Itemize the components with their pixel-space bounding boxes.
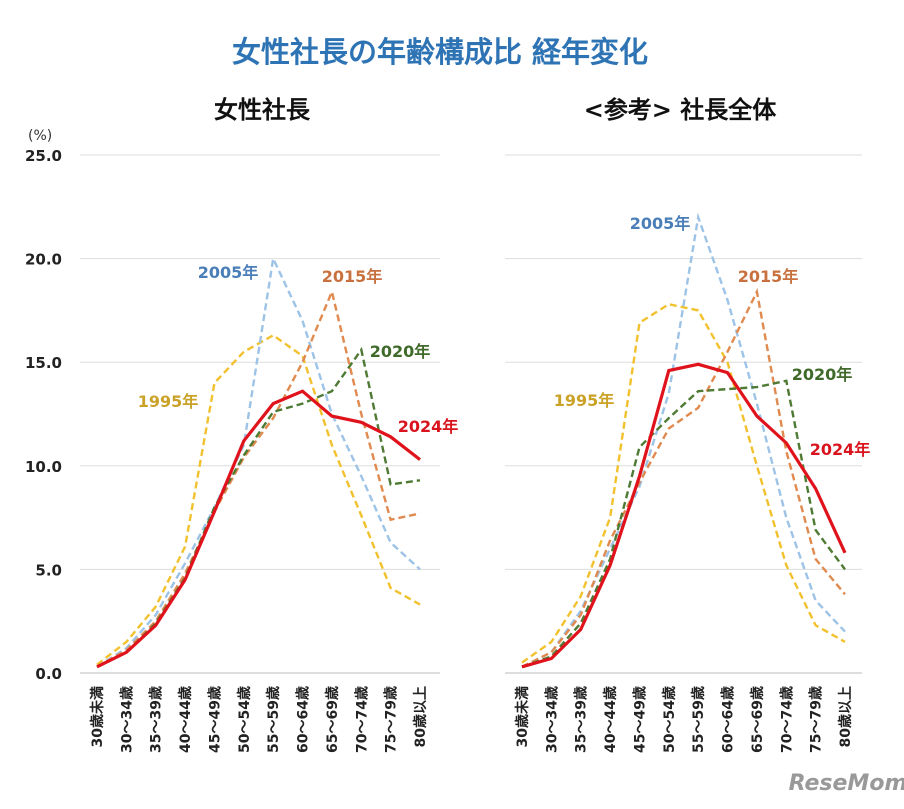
y-tick-label: 20.0: [25, 251, 62, 269]
x-tick-label: 30歳未満: [89, 686, 106, 747]
x-tick-label: 45～49歳: [631, 686, 648, 753]
x-tick-label: 40～44歳: [602, 686, 619, 753]
series-line-2005: [96, 254, 421, 668]
series-line-1995: [521, 302, 846, 664]
main-title: 女性社長の年齢構成比 経年変化: [232, 35, 648, 69]
y-tick-label: 10.0: [25, 458, 62, 476]
x-tick-label: 70～74歳: [353, 686, 370, 753]
series-label: 2024年: [810, 440, 871, 459]
x-tick-label: 80歳以上: [412, 686, 429, 747]
y-tick-label: 5.0: [35, 561, 62, 579]
series-label: 2024年: [398, 417, 459, 436]
x-tick-label: 50～54歳: [236, 686, 253, 753]
x-tick-label: 30歳未満: [514, 686, 531, 747]
y-tick-label: 15.0: [25, 354, 62, 372]
series-label: 2005年: [198, 263, 259, 282]
series-line-2020: [521, 379, 846, 668]
series-line-2024: [521, 362, 847, 669]
x-tick-label: 60～64歳: [720, 686, 737, 753]
x-tick-label: 30～34歳: [543, 686, 560, 753]
unit-label: (%): [28, 128, 52, 144]
x-tick-label: 30～34歳: [118, 686, 135, 753]
x-tick-label: 80歳以上: [837, 686, 854, 747]
x-tick-label: 65～69歳: [324, 686, 341, 753]
x-tick-label: 50～54歳: [661, 686, 678, 753]
series-label: 1995年: [554, 391, 615, 410]
series-label: 2005年: [630, 214, 691, 233]
series-label: 1995年: [138, 392, 199, 411]
series-line-2024: [96, 389, 421, 669]
x-tick-label: 45～49歳: [206, 686, 223, 753]
x-tick-label: 35～39歳: [148, 686, 165, 753]
series-label: 2020年: [370, 342, 431, 361]
x-tick-label: 55～59歳: [265, 686, 282, 753]
y-tick-label: 0.0: [35, 665, 62, 683]
x-tick-label: 35～39歳: [573, 686, 590, 753]
x-tick-label: 65～69歳: [749, 686, 766, 753]
series-label: 2015年: [738, 267, 799, 286]
x-tick-label: 60～64歳: [295, 686, 312, 753]
series-line-2015: [521, 288, 846, 668]
series-line-2005: [521, 212, 846, 668]
resemom-logo: ReseMom: [789, 771, 904, 796]
series-label: 2020年: [792, 365, 853, 384]
y-tick-label: 25.0: [25, 147, 62, 165]
x-tick-label: 55～59歳: [690, 686, 707, 753]
right-chart-title: <参考> 社長全体: [584, 96, 778, 124]
left-chart-title: 女性社長: [214, 96, 311, 124]
series-label: 2015年: [322, 267, 383, 286]
x-tick-label: 40～44歳: [177, 686, 194, 753]
series-line-2015: [96, 287, 421, 668]
x-tick-label: 75～79歳: [383, 686, 400, 753]
x-tick-label: 70～74歳: [778, 686, 795, 753]
series-line-1995: [96, 333, 421, 666]
x-tick-label: 75～79歳: [808, 686, 825, 753]
